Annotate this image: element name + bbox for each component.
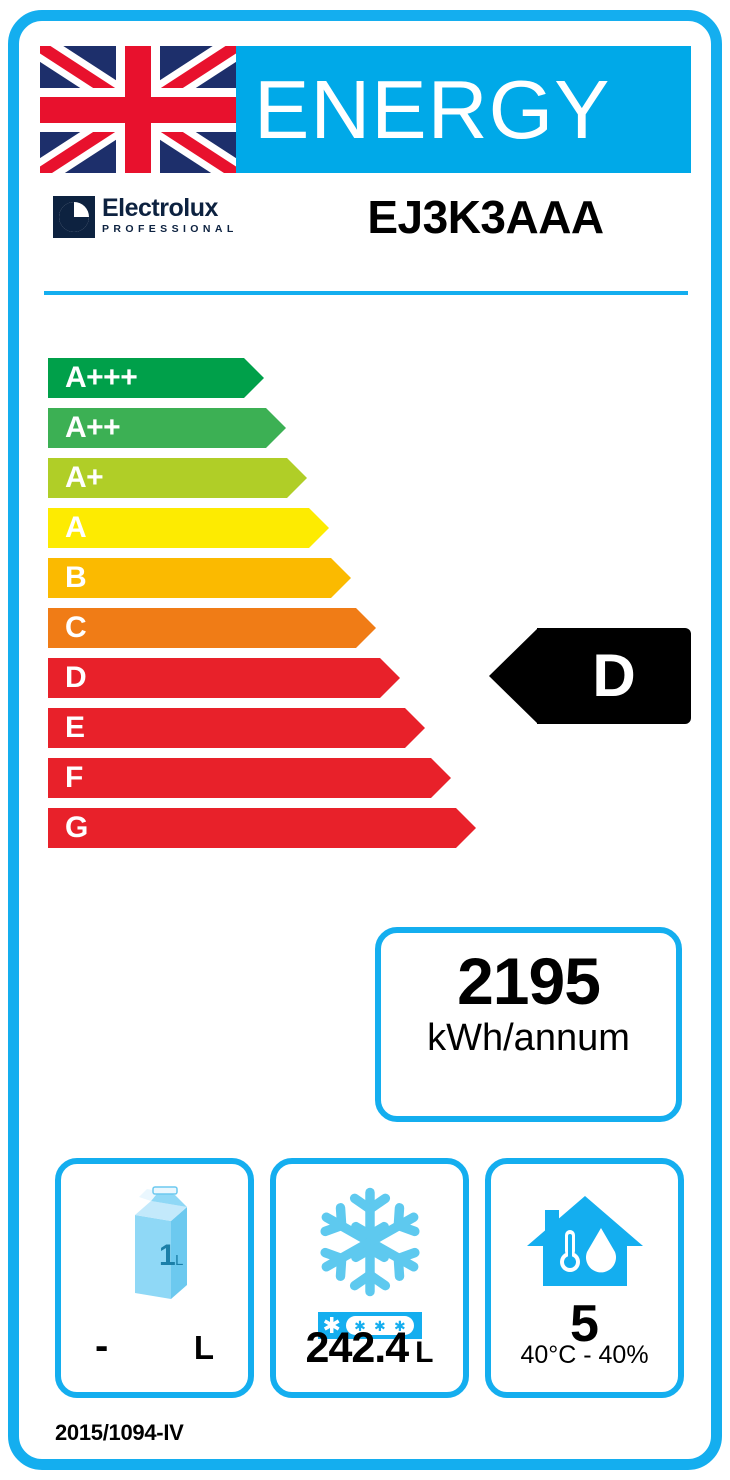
energy-class-row: D xyxy=(48,658,456,698)
star-pill: ✱ ✱ ✱ xyxy=(345,1316,414,1335)
energy-class-scale: A+++ A++ A+ A B C D E F G xyxy=(48,358,476,858)
energy-class-label: G xyxy=(65,811,88,844)
energy-class-label: F xyxy=(65,761,83,794)
energy-class-arrow-A: A xyxy=(48,508,329,548)
climate-class-value: 5 xyxy=(570,1295,599,1353)
energy-class-arrow-B: B xyxy=(48,558,351,598)
energy-class-row: C xyxy=(48,608,456,648)
brand-row: Electrolux PROFESSIONAL EJ3K3AAA xyxy=(40,190,691,262)
energy-class-label: E xyxy=(65,711,85,744)
star-small-icon: ✱ xyxy=(374,1317,386,1334)
climate-class-conditions: 40°C - 40% xyxy=(520,1341,649,1369)
energy-class-label: A++ xyxy=(65,411,121,444)
energy-consumption-value: 2195 xyxy=(457,944,601,1018)
energy-class-rating-arrow: D xyxy=(489,628,691,724)
energy-class-label: A+++ xyxy=(65,361,138,394)
model-name: EJ3K3AAA xyxy=(367,191,604,243)
svg-text:L: L xyxy=(175,1252,183,1269)
energy-class-row: G xyxy=(48,808,476,848)
fridge-volume-footer: - L xyxy=(77,1326,232,1366)
energy-class-row: A+++ xyxy=(48,358,456,398)
energy-class-label: A xyxy=(65,511,87,544)
electrolux-logo-wordmark: Electrolux xyxy=(102,194,218,222)
energy-class-row: A xyxy=(48,508,456,548)
star-large-icon: ✱ xyxy=(322,1312,341,1338)
star-small-icon: ✱ xyxy=(354,1317,366,1334)
label-header: ENERGY xyxy=(40,46,691,173)
energy-class-arrow-G: G xyxy=(48,808,476,848)
energy-class-row: F xyxy=(48,758,456,798)
energy-class-row: B xyxy=(48,558,456,598)
electrolux-logo: Electrolux PROFESSIONAL xyxy=(53,196,238,238)
energy-class-label: A+ xyxy=(65,461,104,494)
energy-class-arrow-D: D xyxy=(48,658,400,698)
energy-class-arrow-Aplusplus: A++ xyxy=(48,408,286,448)
energy-class-arrow-E: E xyxy=(48,708,425,748)
climate-class-box: 5 40°C - 40% xyxy=(485,1158,684,1398)
freezer-star-rating-icon: ✱ ✱ ✱ ✱ xyxy=(317,1312,422,1339)
freezer-volume-value: 242.4 xyxy=(305,1324,410,1372)
snowflake-icon xyxy=(276,1178,463,1306)
energy-class-label: B xyxy=(65,561,87,594)
rating-arrow-tip xyxy=(489,628,538,724)
energy-class-arrow-F: F xyxy=(48,758,451,798)
milk-carton-icon: 1 L xyxy=(61,1178,248,1306)
energy-class-arrow-C: C xyxy=(48,608,376,648)
energy-class-arrow-Aplusplusplus: A+++ xyxy=(48,358,264,398)
energy-consumption-unit: kWh/annum xyxy=(427,1017,630,1060)
star-small-icon: ✱ xyxy=(393,1317,406,1334)
energy-class-label: C xyxy=(65,611,87,644)
fridge-volume-unit: L xyxy=(193,1329,214,1366)
regulation-reference: 2015/1094-IV xyxy=(55,1420,184,1445)
energy-consumption-box: 2195 kWh/annum xyxy=(375,927,682,1122)
house-climate-icon xyxy=(491,1178,678,1306)
freezer-volume-box: ✱ ✱ ✱ ✱ 242.4 L xyxy=(270,1158,469,1398)
energy-class-label: D xyxy=(65,661,87,694)
energy-title-band: ENERGY xyxy=(236,46,691,173)
freezer-volume-unit: L xyxy=(415,1336,434,1369)
energy-class-row: A++ xyxy=(48,408,456,448)
energy-class-arrow-Aplus: A+ xyxy=(48,458,307,498)
energy-class-row: E xyxy=(48,708,456,748)
electrolux-logo-mark-icon xyxy=(53,196,95,238)
energy-class-row: A+ xyxy=(48,458,456,498)
fridge-volume-box: 1 L - L xyxy=(55,1158,254,1398)
svg-text:1: 1 xyxy=(159,1239,176,1272)
header-divider xyxy=(44,291,688,295)
electrolux-logo-subtitle: PROFESSIONAL xyxy=(102,223,238,235)
rating-arrow-body xyxy=(537,628,691,724)
energy-title: ENERGY xyxy=(254,63,611,156)
pictogram-row: 1 L - L xyxy=(55,1158,684,1398)
rating-class-letter: D xyxy=(592,642,636,709)
fridge-volume-value: - xyxy=(95,1324,109,1368)
union-jack-flag-icon xyxy=(40,46,236,173)
freezer-volume-footer: 242.4 L xyxy=(276,1327,463,1370)
